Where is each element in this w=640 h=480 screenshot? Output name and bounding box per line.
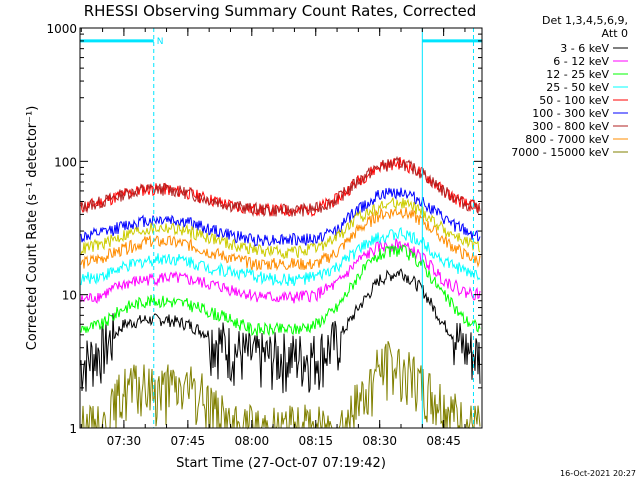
series-line-3-6-kev <box>80 268 481 394</box>
y-tick-label: 10 <box>62 289 77 303</box>
x-tick-label: 08:30 <box>362 434 397 448</box>
series-line-12-25-kev <box>80 244 481 337</box>
legend-label-300-800-kev: 300 - 800 keV <box>532 120 609 133</box>
legend-label-800-7000-kev: 800 - 7000 keV <box>525 133 609 146</box>
annotation-label: N <box>157 37 164 47</box>
legend-label-50-100-kev: 50 - 100 keV <box>539 94 609 107</box>
x-tick-label: 07:45 <box>171 434 206 448</box>
x-tick-label: 08:45 <box>426 434 461 448</box>
x-tick-label: 08:15 <box>298 434 333 448</box>
legend-label-6-12-kev: 6 - 12 keV <box>553 55 609 68</box>
x-axis: 07:30 07:45 08:00 08:15 08:30 08:45 <box>80 28 466 448</box>
series-line-25-50-kev <box>80 226 481 287</box>
footer-timestamp: 16-Oct-2021 20:27 <box>560 469 636 478</box>
legend-label-3-6-kev: 3 - 6 keV <box>560 42 609 55</box>
y-tick-label: 100 <box>54 155 77 169</box>
x-axis-label: Start Time (27-Oct-07 07:19:42) <box>176 456 386 471</box>
legend-label-100-300-kev: 100 - 300 keV <box>532 107 609 120</box>
y-axis: 1 10 100 1000 <box>46 22 482 436</box>
legend-label-12-25-kev: 12 - 25 keV <box>546 68 609 81</box>
legend-label-7000-15000-kev: 7000 - 15000 keV <box>511 146 609 159</box>
series-line-100-300-kev <box>80 187 481 247</box>
legend-label-25-50-kev: 25 - 50 keV <box>546 81 609 94</box>
series-line-unlabeled <box>80 197 481 260</box>
legend-header: Det 1,3,4,5,6,9, <box>542 14 628 27</box>
series-line-800-7000-kev <box>80 207 481 272</box>
y-axis-label: Corrected Count Rate (s⁻¹ detector⁻¹) <box>25 106 40 351</box>
x-tick-label: 08:00 <box>235 434 270 448</box>
y-tick-label: 1 <box>69 422 77 436</box>
plot-frame <box>79 27 483 429</box>
series-line-300-800-kev <box>80 155 481 217</box>
chart-title: RHESSI Observing Summary Count Rates, Co… <box>84 2 477 20</box>
series-line-6-12-kev <box>80 238 481 304</box>
series-marks: N <box>79 28 482 430</box>
x-tick-label: 07:30 <box>107 434 142 448</box>
legend-header: Att 0 <box>602 27 628 40</box>
y-tick-label: 1000 <box>46 22 77 36</box>
